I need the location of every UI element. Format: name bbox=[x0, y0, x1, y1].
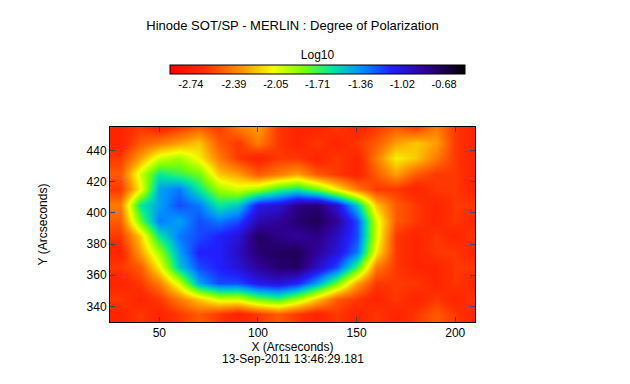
svg-text:-1.71: -1.71 bbox=[305, 78, 330, 90]
svg-text:-2.74: -2.74 bbox=[178, 78, 203, 90]
svg-text:400: 400 bbox=[87, 206, 107, 220]
svg-text:13-Sep-2011 13:46:29.181: 13-Sep-2011 13:46:29.181 bbox=[222, 352, 364, 366]
svg-text:200: 200 bbox=[445, 326, 465, 340]
svg-text:-2.39: -2.39 bbox=[221, 78, 246, 90]
svg-text:440: 440 bbox=[87, 144, 107, 158]
svg-text:420: 420 bbox=[87, 175, 107, 189]
svg-text:340: 340 bbox=[87, 300, 107, 314]
svg-text:100: 100 bbox=[248, 326, 268, 340]
svg-text:380: 380 bbox=[87, 237, 107, 251]
svg-text:Log10: Log10 bbox=[301, 48, 335, 62]
svg-text:Y (Arcseconds): Y (Arcseconds) bbox=[36, 184, 50, 266]
svg-text:X (Arcseconds): X (Arcseconds) bbox=[251, 340, 333, 354]
svg-text:150: 150 bbox=[347, 326, 367, 340]
svg-text:50: 50 bbox=[153, 326, 167, 340]
svg-text:-1.36: -1.36 bbox=[348, 78, 373, 90]
svg-text:-0.68: -0.68 bbox=[432, 78, 457, 90]
svg-text:-2.05: -2.05 bbox=[263, 78, 288, 90]
svg-text:Hinode SOT/SP - MERLIN : Degre: Hinode SOT/SP - MERLIN : Degree of Polar… bbox=[146, 18, 438, 33]
svg-text:-1.02: -1.02 bbox=[390, 78, 415, 90]
svg-text:360: 360 bbox=[87, 268, 107, 282]
